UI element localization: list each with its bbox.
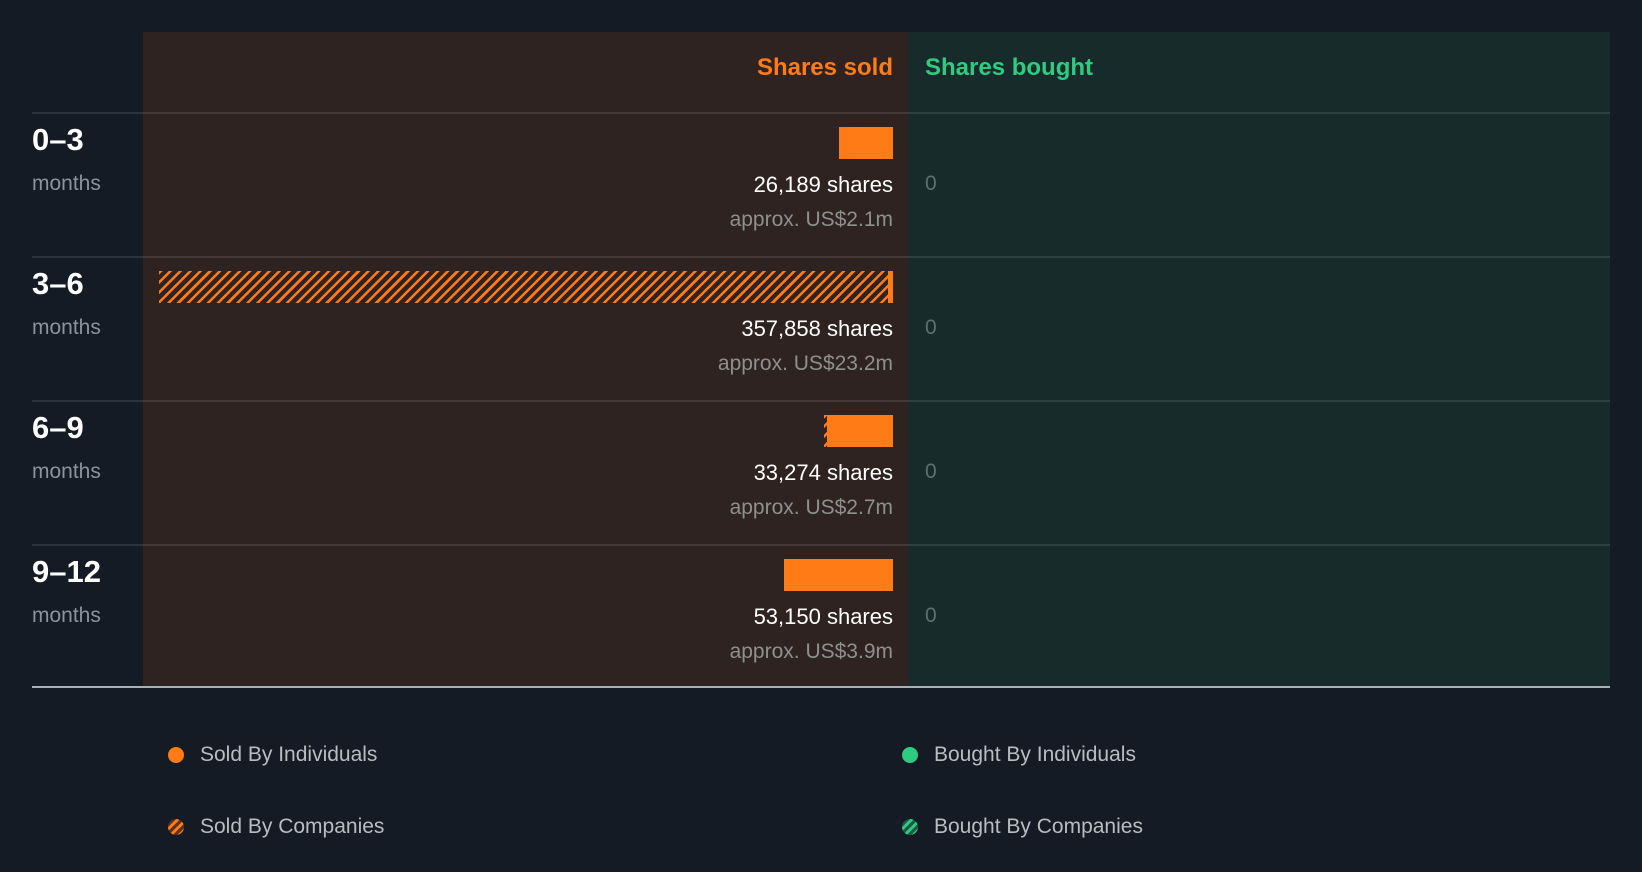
legend-label: Sold By Individuals — [200, 743, 378, 766]
period-range-label: 9–12 — [32, 554, 101, 589]
row-divider — [32, 112, 1610, 114]
period-row-9-12: 9–12 months 53,150 shares approx. US$3.9… — [32, 544, 1610, 688]
shares-bought-count: 0 — [925, 172, 937, 195]
shares-sold-value: approx. US$2.7m — [729, 496, 893, 519]
legend-label: Sold By Companies — [200, 815, 385, 838]
sold-bar[interactable] — [839, 127, 893, 159]
shares-bought-header: Shares bought — [925, 54, 1094, 81]
legend-label: Bought By Individuals — [934, 743, 1136, 766]
row-divider — [32, 400, 1610, 402]
shares-bought-count: 0 — [925, 316, 937, 339]
sold-by-individuals-segment — [839, 127, 893, 159]
period-row-3-6: 3–6 months 357,858 shares approx. US$23.… — [32, 256, 1610, 400]
sold-by-individuals-segment — [827, 415, 893, 447]
sold-by-individuals-segment — [784, 559, 893, 591]
green-hatched-dot-icon — [902, 819, 918, 835]
orange-hatched-dot-icon — [168, 819, 184, 835]
green-dot-icon — [902, 747, 918, 763]
period-unit-label: months — [32, 316, 101, 339]
period-unit-label: months — [32, 460, 101, 483]
period-unit-label: months — [32, 604, 101, 627]
legend-sold-by-companies[interactable]: Sold By Companies — [168, 812, 384, 842]
shares-sold-count: 26,189 shares — [753, 172, 893, 197]
shares-sold-count: 53,150 shares — [753, 604, 893, 629]
sold-by-companies-segment — [824, 415, 827, 447]
period-range-label: 3–6 — [32, 266, 84, 301]
bottom-axis-line — [32, 686, 1610, 688]
shares-bought-count: 0 — [925, 460, 937, 483]
legend-label: Bought By Companies — [934, 815, 1143, 838]
shares-sold-count: 357,858 shares — [741, 316, 893, 341]
legend-sold-by-individuals[interactable]: Sold By Individuals — [168, 740, 377, 770]
sold-bar[interactable] — [784, 559, 893, 591]
shares-sold-count: 33,274 shares — [753, 460, 893, 485]
legend-bought-by-companies[interactable]: Bought By Companies — [902, 812, 1143, 842]
shares-bought-panel — [908, 32, 1610, 688]
period-unit-label: months — [32, 172, 101, 195]
shares-sold-panel — [143, 32, 908, 688]
shares-bought-count: 0 — [925, 604, 937, 627]
orange-dot-icon — [168, 747, 184, 763]
period-range-label: 6–9 — [32, 410, 84, 445]
sold-by-companies-segment — [159, 271, 888, 303]
period-range-label: 0–3 — [32, 122, 84, 157]
sold-bar[interactable] — [824, 415, 893, 447]
row-divider — [32, 544, 1610, 546]
shares-sold-value: approx. US$23.2m — [717, 352, 893, 375]
sold-by-individuals-segment — [888, 271, 893, 303]
shares-sold-value: approx. US$3.9m — [729, 640, 893, 663]
sold-bar[interactable] — [159, 271, 893, 303]
legend-bought-by-individuals[interactable]: Bought By Individuals — [902, 740, 1136, 770]
period-row-6-9: 6–9 months 33,274 shares approx. US$2.7m… — [32, 400, 1610, 544]
shares-sold-header: Shares sold — [756, 54, 893, 81]
row-divider — [32, 256, 1610, 258]
period-row-0-3: 0–3 months 26,189 shares approx. US$2.1m… — [32, 112, 1610, 256]
shares-sold-value: approx. US$2.1m — [729, 208, 893, 231]
